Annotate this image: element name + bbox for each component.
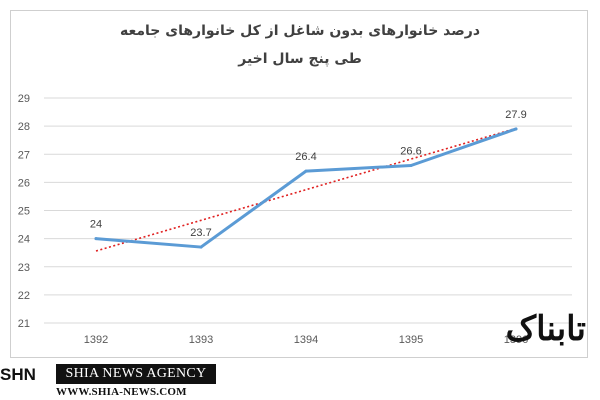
data-label: 27.9 (505, 109, 526, 121)
x-axis-ticks: 1392 1393 1394 1395 1396 (84, 334, 528, 346)
y-tick-label: 24 (18, 234, 30, 246)
y-tick-label: 27 (18, 149, 30, 161)
y-tick-label: 28 (18, 121, 30, 133)
shn-logo-text: SHN (0, 365, 36, 384)
x-tick-label: 1395 (399, 334, 423, 346)
data-label: 26.6 (400, 146, 421, 158)
data-point (409, 164, 413, 167)
y-axis-ticks: 21 22 23 24 25 26 27 28 29 (18, 93, 30, 330)
y-tick-label: 25 (18, 206, 30, 218)
y-tick-label: 29 (18, 93, 30, 105)
footer-branding: SHN SHIA NEWS AGENCY WWW.SHIA-NEWS.COM (0, 364, 230, 400)
chart-title-block: درصد خانوارهای بدون شاغل از کل خانوارهای… (0, 22, 600, 68)
x-tick-label: 1393 (189, 334, 213, 346)
chart-subtitle: طی پنج سال اخیر (238, 51, 362, 67)
y-tick-label: 21 (18, 318, 30, 330)
data-labels: 24 23.7 26.4 26.6 27.9 (90, 109, 527, 239)
grid-lines (44, 97, 572, 324)
chart-frame (10, 10, 588, 358)
series-group (94, 127, 518, 249)
trendline-group (95, 127, 517, 252)
data-point (94, 237, 98, 241)
tabnak-watermark-logo: تابناک (505, 309, 588, 349)
x-tick-label: 1394 (294, 334, 318, 346)
data-label: 24 (90, 219, 102, 231)
x-tick-label: 1396 (504, 334, 528, 346)
trendline (95, 127, 517, 252)
agency-name: SHIA NEWS AGENCY (56, 364, 216, 384)
y-tick-label: 26 (18, 177, 30, 189)
series-line (94, 127, 518, 249)
y-tick-label: 22 (18, 290, 30, 302)
data-point (514, 127, 518, 131)
data-label: 26.4 (295, 151, 316, 163)
x-tick-label: 1392 (84, 334, 108, 346)
data-point (199, 245, 203, 249)
data-label: 23.7 (190, 227, 211, 239)
chart-title: درصد خانوارهای بدون شاغل از کل خانوارهای… (119, 23, 481, 39)
data-point (304, 169, 308, 173)
y-tick-label: 23 (18, 262, 30, 274)
website-url: WWW.SHIA-NEWS.COM (56, 386, 187, 398)
